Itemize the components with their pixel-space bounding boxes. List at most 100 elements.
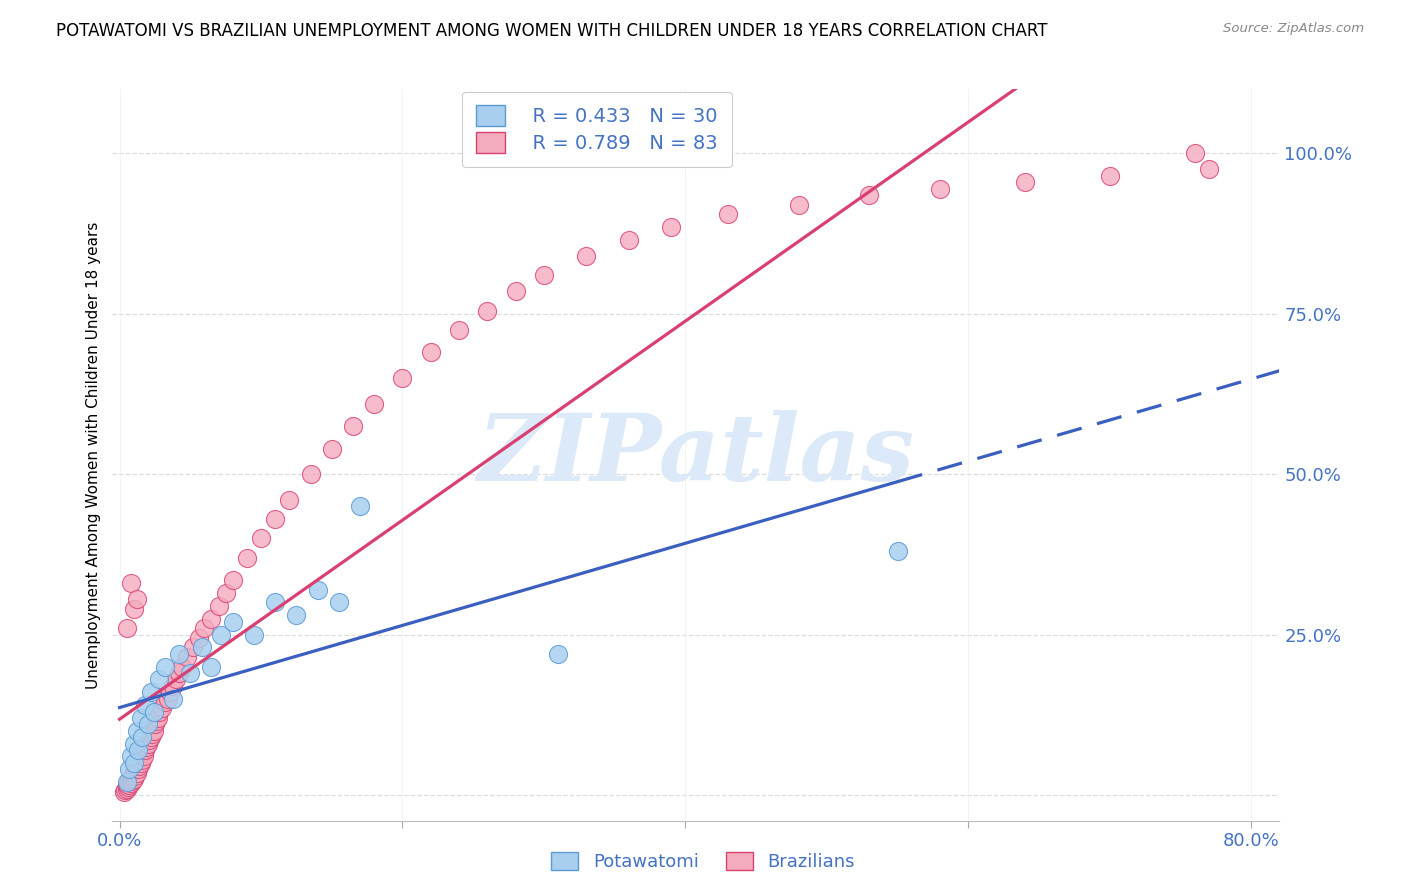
Point [114, 782, 136, 797]
Point [121, 769, 143, 783]
Point [391, 371, 413, 385]
Point [115, 775, 138, 789]
Point [167, 647, 190, 661]
Point [115, 781, 138, 796]
Point [207, 599, 229, 613]
Point [118, 778, 141, 792]
Point [129, 756, 152, 770]
Point [505, 285, 527, 299]
Point [135, 739, 157, 754]
Point [125, 759, 148, 773]
Point [1184, 146, 1206, 161]
Point [617, 233, 640, 247]
Point [190, 640, 212, 655]
Point [159, 685, 181, 699]
Point [181, 640, 204, 655]
Point [200, 611, 222, 625]
Point [145, 714, 167, 729]
Point [122, 765, 145, 780]
Point [1014, 175, 1036, 189]
Point [349, 500, 371, 514]
Point [165, 673, 187, 687]
Point [128, 753, 150, 767]
Point [131, 753, 153, 767]
Point [122, 772, 145, 786]
Text: ZIPatlas: ZIPatlas [478, 410, 914, 500]
Point [787, 197, 810, 211]
Point [121, 773, 143, 788]
Point [162, 679, 184, 693]
Y-axis label: Unemployment Among Women with Children Under 18 years: Unemployment Among Women with Children U… [86, 221, 101, 689]
Text: Source: ZipAtlas.com: Source: ZipAtlas.com [1223, 22, 1364, 36]
Point [139, 730, 162, 744]
Point [717, 207, 740, 221]
Point [547, 647, 569, 661]
Point [162, 691, 184, 706]
Point [125, 592, 148, 607]
Text: POTAWATOMI VS BRAZILIAN UNEMPLOYMENT AMONG WOMEN WITH CHILDREN UNDER 18 YEARS CO: POTAWATOMI VS BRAZILIAN UNEMPLOYMENT AMO… [56, 22, 1047, 40]
Point [134, 743, 156, 757]
Point [342, 419, 364, 434]
Point [285, 608, 308, 623]
Point [153, 659, 176, 673]
Point [929, 181, 952, 195]
Point [193, 621, 215, 635]
Point [127, 762, 149, 776]
Point [124, 762, 146, 776]
Point [156, 691, 179, 706]
Point [477, 303, 499, 318]
Point [153, 695, 176, 709]
Point [250, 532, 273, 546]
Point [134, 698, 156, 713]
Point [264, 595, 287, 609]
Point [307, 582, 329, 597]
Point [122, 737, 145, 751]
Point [115, 778, 138, 792]
Point [136, 717, 159, 731]
Point [120, 749, 142, 764]
Point [236, 550, 259, 565]
Point [363, 396, 385, 410]
Point [243, 627, 266, 641]
Point [132, 749, 155, 764]
Point [131, 746, 153, 760]
Point [120, 776, 142, 790]
Point [187, 631, 209, 645]
Point [1198, 162, 1220, 177]
Point [125, 765, 148, 780]
Legend:   R = 0.433   N = 30,   R = 0.789   N = 83: R = 0.433 N = 30, R = 0.789 N = 83 [463, 92, 731, 167]
Point [118, 773, 141, 788]
Point [120, 576, 142, 591]
Point [222, 615, 245, 629]
Point [447, 323, 470, 337]
Point [129, 711, 152, 725]
Point [120, 772, 142, 786]
Point [118, 762, 141, 776]
Point [139, 685, 162, 699]
Point [328, 595, 350, 609]
Point [321, 442, 343, 456]
Point [533, 268, 555, 283]
Point [419, 345, 441, 359]
Point [222, 573, 245, 587]
Point [176, 650, 198, 665]
Point [122, 756, 145, 770]
Point [278, 492, 301, 507]
Point [129, 749, 152, 764]
Point [575, 249, 598, 263]
Point [150, 701, 173, 715]
Point [138, 733, 160, 747]
Point [141, 727, 163, 741]
Point [299, 467, 322, 482]
Point [659, 220, 682, 235]
Point [127, 743, 149, 757]
Point [117, 776, 139, 790]
Point [170, 659, 193, 673]
Point [214, 586, 236, 600]
Point [125, 723, 148, 738]
Point [142, 723, 165, 738]
Point [142, 705, 165, 719]
Point [146, 711, 169, 725]
Point [858, 188, 880, 202]
Point [117, 780, 139, 795]
